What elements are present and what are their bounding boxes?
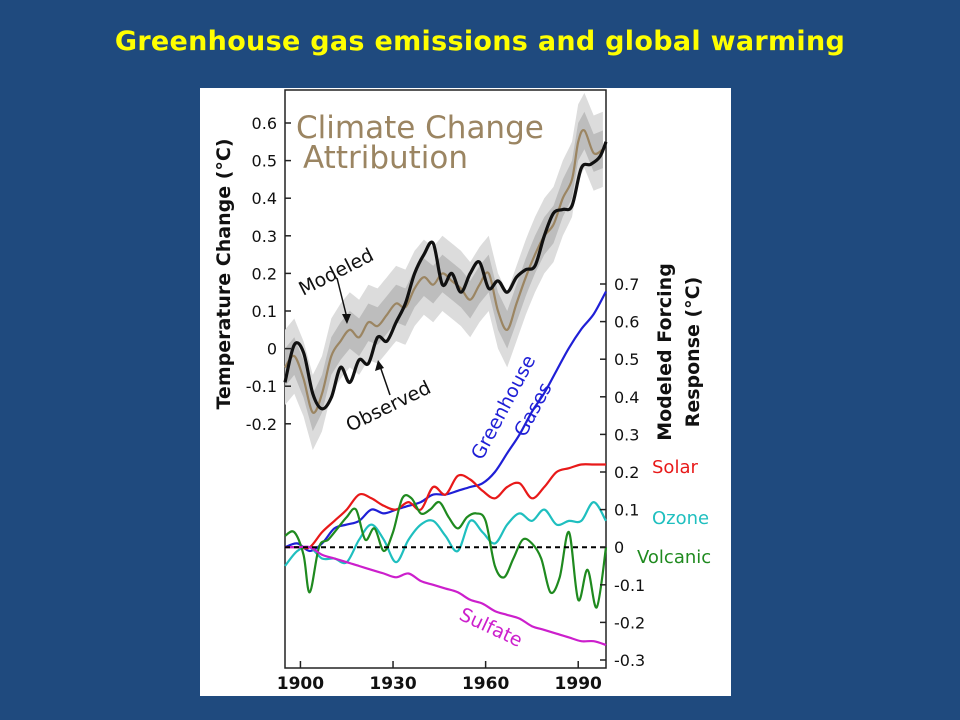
- right-axis-tick-label: 0.2: [614, 463, 639, 482]
- right-axis-tick-label: 0.4: [614, 388, 639, 407]
- right-axis-tick-label: 0: [614, 538, 624, 557]
- ozone-series-label: Ozone: [652, 508, 709, 529]
- left-axis-tick-label: 0.1: [252, 302, 277, 321]
- climate-attribution-chart: 0.6 0.5 0.4 0.3 0.2 0.1 0 -0.1 -0.2 0.7 0.6 0.5 0.4 0…: [213, 89, 711, 694]
- right-axis-title-line2: Response (°C): [682, 277, 704, 428]
- left-axis-tick-label: -0.1: [246, 377, 277, 396]
- sulfate-forcing-line: [284, 545, 607, 647]
- left-axis-tick-label: 0: [267, 340, 277, 359]
- slide-title: Greenhouse gas emissions and global warm…: [114, 26, 846, 57]
- modeled-uncertainty-inner: [285, 111, 603, 432]
- observed-arrow-head: [375, 360, 384, 371]
- left-axis-tick-label: 0.3: [252, 227, 277, 246]
- right-axis-tick-label: 0.7: [614, 275, 639, 294]
- chart-title: Climate Change: [296, 110, 544, 146]
- chart-subtitle: Attribution: [303, 140, 468, 176]
- left-axis-tick-label: -0.2: [246, 415, 277, 434]
- modeled-arrow: [336, 277, 348, 319]
- right-axis-tick-label: -0.1: [614, 576, 645, 595]
- volcanic-forcing-line: [284, 494, 608, 609]
- right-axis-tick-label: -0.2: [614, 613, 645, 632]
- left-axis-tick-label: 0.5: [252, 152, 277, 171]
- left-axis-title: Temperature Change (°C): [213, 138, 235, 409]
- left-axis-tick-label: 0.4: [252, 189, 277, 208]
- left-axis-tick-label: 0.6: [252, 114, 277, 133]
- modeled-arrow-head: [342, 314, 351, 324]
- solar-forcing-line: [284, 463, 606, 550]
- chart-figure: 0.6 0.5 0.4 0.3 0.2 0.1 0 -0.1 -0.2 0.7 0.6 0.5 0.4 0…: [200, 88, 731, 696]
- observed-arrow: [379, 365, 391, 396]
- x-axis-tick-label: 1900: [277, 674, 324, 694]
- x-axis-tick-label: 1960: [462, 674, 509, 694]
- right-axis-tick-label: -0.3: [614, 651, 645, 670]
- observed-temperature-line: [283, 141, 608, 411]
- solar-series-label: Solar: [652, 457, 698, 478]
- x-axis-tick-label: 1930: [369, 674, 416, 694]
- x-axis-tick-label: 1990: [555, 674, 602, 694]
- right-axis-title-line1: Modeled Forcing: [654, 263, 676, 441]
- modeled-temperature-line: [284, 129, 604, 414]
- right-axis-tick-label: 0.5: [614, 350, 639, 369]
- right-axis-tick-label: 0.6: [614, 313, 639, 332]
- right-axis-tick-label: 0.3: [614, 425, 639, 444]
- volcanic-series-label: Volcanic: [637, 547, 711, 568]
- right-axis-tick-label: 0.1: [614, 501, 639, 520]
- left-axis-tick-label: 0.2: [252, 264, 277, 283]
